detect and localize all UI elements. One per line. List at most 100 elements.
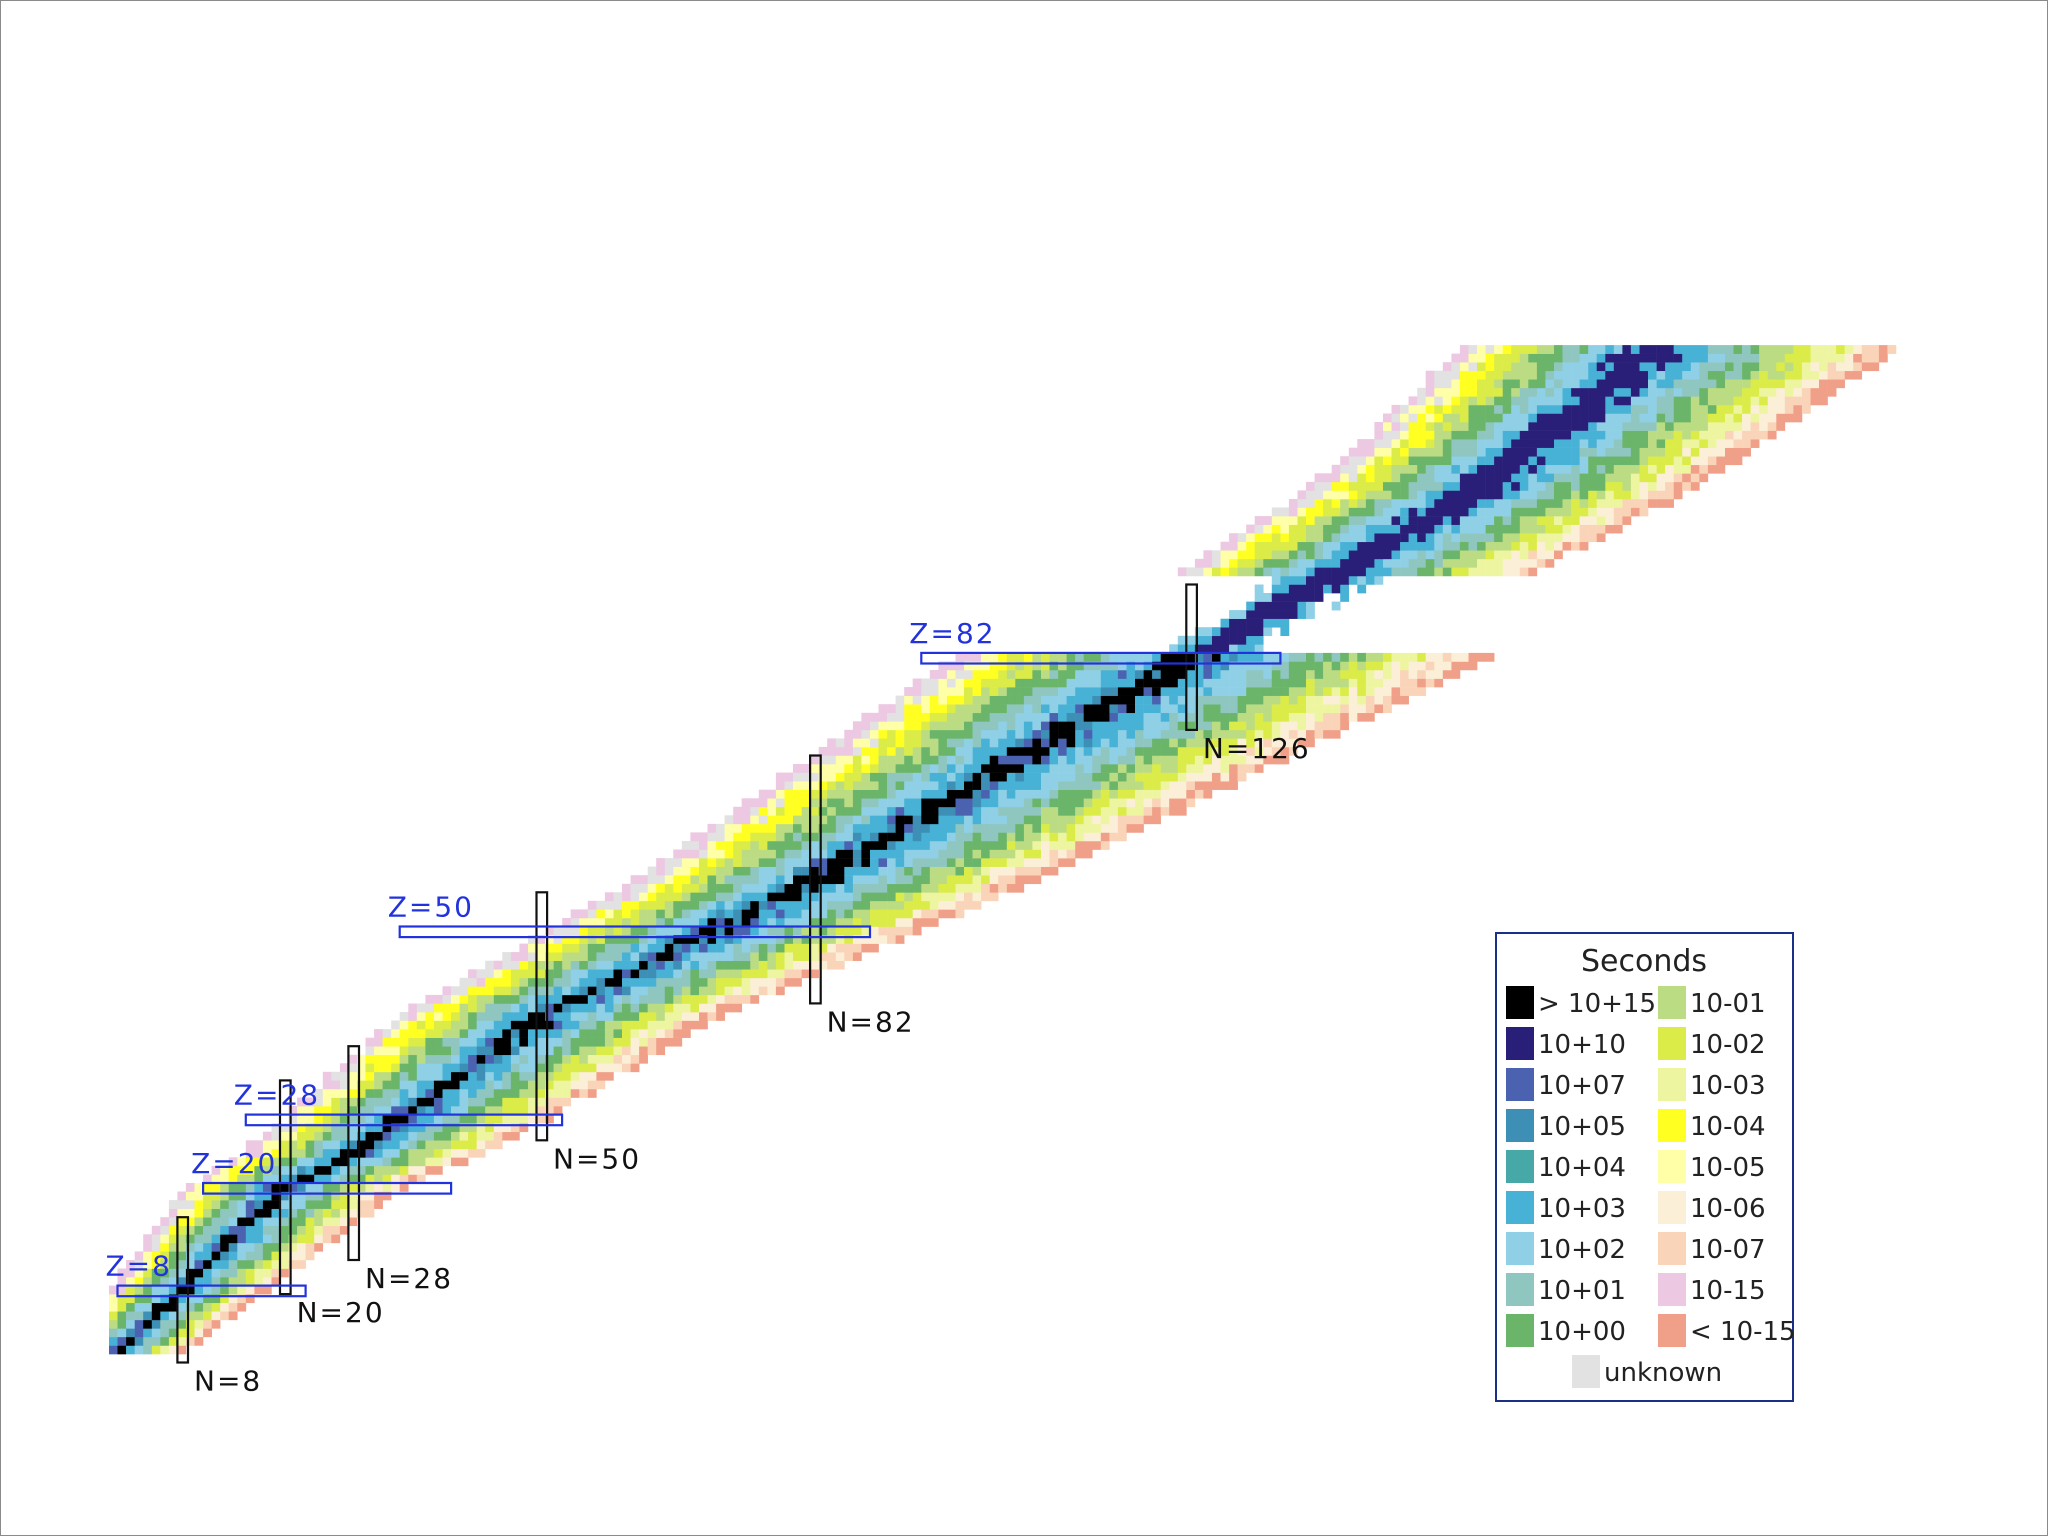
nuclide-cell bbox=[1579, 362, 1589, 372]
nuclide-cell bbox=[1793, 379, 1803, 389]
nuclide-cell bbox=[134, 1268, 144, 1278]
nuclide-cell bbox=[1639, 345, 1649, 354]
nuclide-cell bbox=[1194, 772, 1204, 782]
nuclide-cell bbox=[220, 1208, 230, 1218]
nuclide-cell bbox=[587, 1003, 597, 1013]
nuclide-cell bbox=[604, 1054, 614, 1064]
nuclide-cell bbox=[1554, 516, 1563, 525]
nuclide-cell bbox=[245, 1251, 255, 1261]
nuclide-cell bbox=[1254, 644, 1264, 654]
nuclide-cell bbox=[835, 823, 845, 833]
nuclide-cell bbox=[1109, 815, 1119, 825]
nuclide-cell bbox=[1246, 670, 1256, 679]
nuclide-cell bbox=[433, 1123, 443, 1133]
nuclide-cell bbox=[1784, 353, 1794, 363]
nuclide-cell bbox=[117, 1328, 127, 1338]
nuclide-cell bbox=[297, 1191, 306, 1201]
nuclide-cell bbox=[493, 1114, 503, 1124]
nuclide-cell bbox=[784, 841, 794, 850]
nuclide-cell bbox=[109, 1285, 118, 1295]
nuclide-cell bbox=[109, 1311, 118, 1321]
nuclide-cell bbox=[733, 806, 743, 816]
nuclide-cell bbox=[297, 1165, 306, 1175]
nuclide-cell bbox=[1682, 404, 1692, 414]
nuclide-cell bbox=[1109, 764, 1119, 773]
nuclide-cell bbox=[1434, 524, 1444, 534]
nuclide-cell bbox=[673, 900, 683, 910]
nuclide-cell bbox=[528, 1054, 537, 1064]
nuclide-cell bbox=[707, 832, 717, 842]
nuclide-cell bbox=[938, 875, 948, 885]
nuclide-cell bbox=[1485, 379, 1495, 389]
nuclide-cell bbox=[1203, 738, 1213, 748]
nuclide-cell bbox=[1571, 524, 1580, 534]
nuclide-cell bbox=[1528, 524, 1538, 534]
nuclide-cell bbox=[408, 1106, 418, 1115]
nuclide-cell bbox=[1400, 541, 1409, 551]
nuclide-cell bbox=[887, 729, 896, 739]
nuclide-cell bbox=[912, 832, 922, 842]
nuclide-cell bbox=[391, 1020, 401, 1030]
nuclide-cell bbox=[425, 1046, 435, 1056]
nuclide-cell bbox=[519, 1071, 529, 1081]
nuclide-cell bbox=[1288, 524, 1298, 534]
nuclide-cell bbox=[750, 969, 760, 979]
nuclide-cell bbox=[938, 764, 948, 773]
nuclide-cell bbox=[134, 1311, 144, 1321]
nuclide-cell bbox=[1229, 610, 1238, 619]
nuclide-cell bbox=[1630, 387, 1640, 397]
nuclide-cell bbox=[887, 772, 896, 782]
nuclide-cell bbox=[733, 815, 743, 825]
nuclide-cell bbox=[1425, 550, 1435, 560]
nuclide-cell bbox=[998, 755, 1008, 765]
nuclide-cell bbox=[1280, 695, 1290, 705]
nuclide-cell bbox=[1716, 396, 1726, 406]
nuclide-cell bbox=[810, 943, 819, 953]
nuclide-cell bbox=[904, 704, 914, 714]
nuclide-cell bbox=[647, 918, 657, 927]
nuclide-cell bbox=[878, 729, 888, 739]
nuclide-cell bbox=[1297, 499, 1307, 508]
nuclide-cell bbox=[1562, 353, 1572, 363]
nuclide-cell bbox=[1665, 481, 1674, 491]
nuclide-cell bbox=[1400, 516, 1409, 525]
nuclide-cell bbox=[1212, 704, 1221, 714]
nuclide-cell bbox=[1673, 404, 1683, 414]
nuclide-cell bbox=[365, 1200, 375, 1209]
nuclide-cell bbox=[793, 806, 802, 816]
nuclide-cell bbox=[1673, 362, 1683, 372]
nuclide-cell bbox=[1075, 678, 1085, 688]
nuclide-cell bbox=[656, 1029, 666, 1038]
nuclide-cell bbox=[1100, 678, 1110, 688]
nuclide-cell bbox=[801, 764, 811, 773]
nuclide-cell bbox=[1468, 404, 1478, 414]
nuclide-cell bbox=[1297, 695, 1307, 705]
nuclide-cell bbox=[1408, 541, 1418, 551]
nuclide-cell bbox=[117, 1311, 127, 1321]
nuclide-cell bbox=[1699, 413, 1709, 423]
nuclide-cell bbox=[750, 815, 760, 825]
nuclide-cell bbox=[810, 952, 819, 961]
nuclide-cell bbox=[553, 1071, 563, 1081]
nuclide-cell bbox=[322, 1183, 332, 1192]
nuclide-cell bbox=[536, 1003, 546, 1013]
nuclide-cell bbox=[1280, 584, 1290, 594]
nuclide-cell bbox=[946, 729, 956, 739]
nuclide-cell bbox=[1092, 755, 1102, 765]
nuclide-cell bbox=[852, 883, 862, 893]
nuclide-cell bbox=[758, 875, 768, 885]
nuclide-cell bbox=[425, 1097, 435, 1107]
nuclide-cell bbox=[750, 977, 760, 987]
nuclide-cell bbox=[801, 832, 811, 842]
nuclide-cell bbox=[929, 892, 939, 902]
nuclide-cell bbox=[1699, 353, 1709, 363]
nuclide-cell bbox=[1357, 481, 1367, 491]
nuclide-cell bbox=[1023, 695, 1033, 705]
nuclide-cell bbox=[1742, 396, 1751, 406]
nuclide-cell bbox=[1186, 721, 1196, 731]
nuclide-cell bbox=[1596, 404, 1606, 414]
nuclide-cell bbox=[442, 1114, 452, 1124]
nuclide-cell bbox=[425, 1003, 435, 1013]
nuclide-cell bbox=[604, 900, 614, 910]
nuclide-cell bbox=[716, 977, 725, 987]
